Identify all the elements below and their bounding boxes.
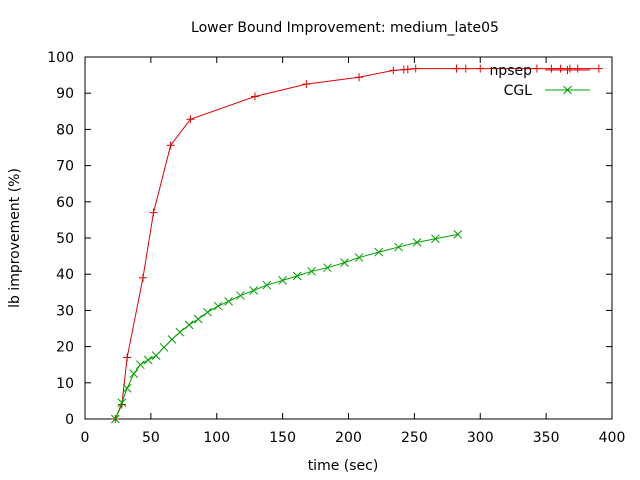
data-point: [224, 296, 233, 306]
x-tick-label: 100: [203, 430, 230, 446]
data-point: [110, 414, 120, 424]
data-point: [138, 273, 147, 282]
data-point: [250, 92, 259, 101]
x-tick-label: 150: [269, 430, 296, 446]
legend-label: npsep: [489, 63, 532, 79]
data-point: [149, 208, 158, 217]
data-point: [403, 65, 412, 74]
data-point: [167, 335, 177, 344]
x-tick-label: 350: [533, 430, 560, 446]
data-point: [532, 64, 541, 73]
chart-title: Lower Bound Improvement: medium_late05: [191, 20, 499, 36]
data-point: [547, 64, 556, 73]
y-tick-label: 0: [65, 412, 74, 428]
data-point: [122, 383, 132, 393]
x-tick-label: 50: [142, 430, 160, 446]
data-point: [394, 242, 403, 252]
data-point: [135, 360, 145, 370]
data-point: [213, 301, 223, 311]
y-tick-label: 50: [56, 231, 74, 247]
axis-ticks: 0 50 100 150 200 250 300 350 400 0 10 20 30 40 50 60 70 8…: [47, 50, 625, 446]
data-point: [117, 398, 127, 408]
series-line-cgl: [114, 233, 458, 420]
data-point: [159, 342, 169, 352]
data-point: [323, 263, 332, 273]
data-point: [175, 327, 185, 337]
plot-area: [84, 56, 613, 420]
y-tick-label: 40: [56, 267, 74, 283]
x-tick-label: 250: [401, 430, 428, 446]
legend-swatch-marker: [563, 85, 572, 95]
legend: npsep CGL: [489, 63, 590, 99]
data-point: [302, 80, 311, 89]
data-point: [129, 369, 139, 379]
data-point: [412, 237, 422, 247]
data-point: [151, 351, 161, 361]
y-tick-label: 20: [56, 340, 74, 356]
data-point: [193, 314, 203, 324]
data-point: [431, 234, 440, 244]
data-point: [452, 64, 461, 73]
x-tick-label: 300: [467, 430, 494, 446]
data-point: [203, 307, 212, 317]
y-tick-label: 90: [56, 86, 74, 102]
data-point: [292, 271, 302, 281]
data-point: [573, 64, 582, 73]
series-line-npsep: [114, 68, 599, 420]
data-point: [340, 258, 349, 267]
x-axis-label: time (sec): [308, 458, 379, 474]
data-point: [186, 115, 195, 124]
legend-label: CGL: [504, 83, 533, 99]
data-point: [594, 64, 603, 73]
x-tick-label: 400: [599, 430, 626, 446]
y-tick-label: 60: [56, 195, 74, 211]
y-tick-label: 70: [56, 159, 74, 175]
data-point: [123, 353, 132, 362]
data-point: [374, 247, 384, 257]
data-point: [354, 253, 364, 262]
data-point: [476, 64, 485, 73]
data-point: [236, 291, 245, 300]
data-point: [461, 64, 470, 73]
data-point: [355, 73, 364, 82]
data-point: [278, 276, 287, 285]
data-point: [389, 66, 398, 75]
y-axis-label: lb improvement (%): [7, 168, 23, 308]
y-tick-label: 80: [56, 122, 74, 138]
data-point: [249, 286, 258, 295]
y-tick-label: 100: [47, 50, 74, 66]
x-tick-label: 0: [81, 430, 90, 446]
data-point: [184, 320, 194, 330]
y-tick-label: 30: [56, 303, 74, 319]
data-point: [166, 141, 175, 150]
data-point: [411, 64, 420, 73]
legend-swatch-marker: [563, 66, 572, 74]
data-point: [556, 64, 565, 73]
series-layer: [110, 64, 603, 424]
data-point: [453, 230, 463, 239]
data-point: [143, 355, 153, 365]
data-point: [307, 266, 316, 276]
y-tick-label: 10: [56, 376, 74, 392]
data-point: [262, 280, 272, 290]
x-tick-label: 200: [335, 430, 362, 446]
